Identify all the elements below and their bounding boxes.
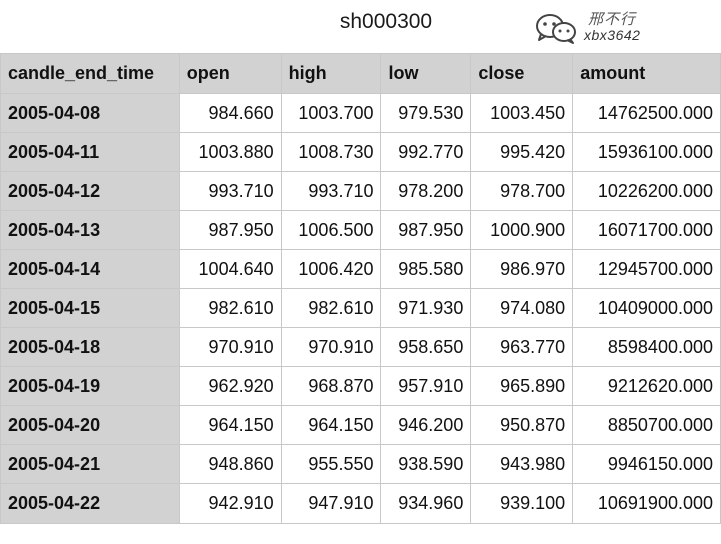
watermark-name: 邢不行 [588, 11, 637, 28]
cell-high: 947.910 [280, 483, 382, 524]
cell-low: 985.580 [380, 249, 472, 289]
cell-low: 979.530 [380, 93, 472, 133]
cell-close: 986.970 [470, 249, 574, 289]
cell-low: 987.950 [380, 210, 472, 250]
cell-close: 978.700 [470, 171, 574, 211]
cell-open: 964.150 [178, 405, 282, 445]
cell-high: 1003.700 [280, 93, 382, 133]
row-date-cell: 2005-04-14 [0, 249, 180, 289]
cell-amount: 10226200.000 [572, 171, 721, 211]
table-row: 2005-04-15 982.610 982.610 971.930 974.080 10… [0, 288, 721, 328]
cell-amount: 8850700.000 [572, 405, 721, 445]
cell-close: 939.100 [470, 483, 574, 524]
row-date-cell: 2005-04-12 [0, 171, 180, 211]
cell-close: 995.420 [470, 132, 574, 172]
column-header-high: high [280, 53, 382, 94]
cell-open: 1004.640 [178, 249, 282, 289]
cell-open: 982.610 [178, 288, 282, 328]
page-title: sh000300 [339, 10, 433, 33]
table-row: 2005-04-19 962.920 968.870 957.910 965.890 92… [0, 366, 721, 406]
cell-open: 948.860 [178, 444, 282, 484]
cell-amount: 9212620.000 [572, 366, 721, 406]
cell-low: 946.200 [380, 405, 472, 445]
cell-high: 968.870 [280, 366, 382, 406]
cell-close: 1000.900 [470, 210, 574, 250]
cell-high: 1008.730 [280, 132, 382, 172]
row-date-cell: 2005-04-18 [0, 327, 180, 367]
cell-close: 943.980 [470, 444, 574, 484]
column-header-amount: amount [572, 53, 721, 94]
table-row: 2005-04-08 984.660 1003.700 979.530 1003.450… [0, 93, 721, 133]
wechat-icon [536, 14, 576, 44]
cell-open: 962.920 [178, 366, 282, 406]
column-header-candle-end-time: candle_end_time [0, 53, 180, 94]
data-table: candle_end_time open high low close amount 20… [0, 53, 721, 524]
cell-high: 964.150 [280, 405, 382, 445]
table-row: 2005-04-14 1004.640 1006.420 985.580 986.970… [0, 249, 721, 289]
cell-high: 970.910 [280, 327, 382, 367]
row-date-cell: 2005-04-19 [0, 366, 180, 406]
table-row: 2005-04-22 942.910 947.910 934.960 939.100 10… [0, 483, 721, 524]
cell-high: 1006.500 [280, 210, 382, 250]
cell-low: 971.930 [380, 288, 472, 328]
cell-close: 1003.450 [470, 93, 574, 133]
column-header-open: open [178, 53, 282, 94]
cell-open: 970.910 [178, 327, 282, 367]
row-date-cell: 2005-04-20 [0, 405, 180, 445]
cell-low: 978.200 [380, 171, 472, 211]
cell-close: 965.890 [470, 366, 574, 406]
table-row: 2005-04-21 948.860 955.550 938.590 943.980 99… [0, 444, 721, 484]
table-row: 2005-04-20 964.150 964.150 946.200 950.870 88… [0, 405, 721, 445]
cell-close: 950.870 [470, 405, 574, 445]
table-row: 2005-04-13 987.950 1006.500 987.950 1000.900… [0, 210, 721, 250]
watermark: 邢不行 xbx3642 [534, 8, 684, 46]
cell-open: 987.950 [178, 210, 282, 250]
cell-amount: 10691900.000 [572, 483, 721, 524]
cell-high: 993.710 [280, 171, 382, 211]
cell-close: 974.080 [470, 288, 574, 328]
cell-close: 963.770 [470, 327, 574, 367]
column-header-low: low [380, 53, 472, 94]
cell-amount: 14762500.000 [572, 93, 721, 133]
cell-amount: 9946150.000 [572, 444, 721, 484]
cell-amount: 8598400.000 [572, 327, 721, 367]
row-date-cell: 2005-04-21 [0, 444, 180, 484]
row-date-cell: 2005-04-08 [0, 93, 180, 133]
cell-high: 955.550 [280, 444, 382, 484]
row-date-cell: 2005-04-15 [0, 288, 180, 328]
table-row: 2005-04-12 993.710 993.710 978.200 978.700 10… [0, 171, 721, 211]
cell-amount: 10409000.000 [572, 288, 721, 328]
cell-amount: 16071700.000 [572, 210, 721, 250]
header-row: candle_end_time open high low close amount [0, 53, 721, 94]
table-row: 2005-04-11 1003.880 1008.730 992.770 995.420… [0, 132, 721, 172]
watermark-id: xbx3642 [584, 27, 641, 43]
cell-low: 992.770 [380, 132, 472, 172]
cell-high: 1006.420 [280, 249, 382, 289]
cell-open: 1003.880 [178, 132, 282, 172]
row-date-cell: 2005-04-22 [0, 483, 180, 524]
table-body: 2005-04-08 984.660 1003.700 979.530 1003.450… [0, 93, 721, 524]
cell-high: 982.610 [280, 288, 382, 328]
cell-low: 957.910 [380, 366, 472, 406]
row-date-cell: 2005-04-11 [0, 132, 180, 172]
cell-open: 993.710 [178, 171, 282, 211]
cell-low: 958.650 [380, 327, 472, 367]
table-row: 2005-04-18 970.910 970.910 958.650 963.770 85… [0, 327, 721, 367]
row-date-cell: 2005-04-13 [0, 210, 180, 250]
cell-amount: 12945700.000 [572, 249, 721, 289]
cell-open: 984.660 [178, 93, 282, 133]
cell-low: 934.960 [380, 483, 472, 524]
cell-open: 942.910 [178, 483, 282, 524]
cell-low: 938.590 [380, 444, 472, 484]
column-header-close: close [470, 53, 574, 94]
cell-amount: 15936100.000 [572, 132, 721, 172]
